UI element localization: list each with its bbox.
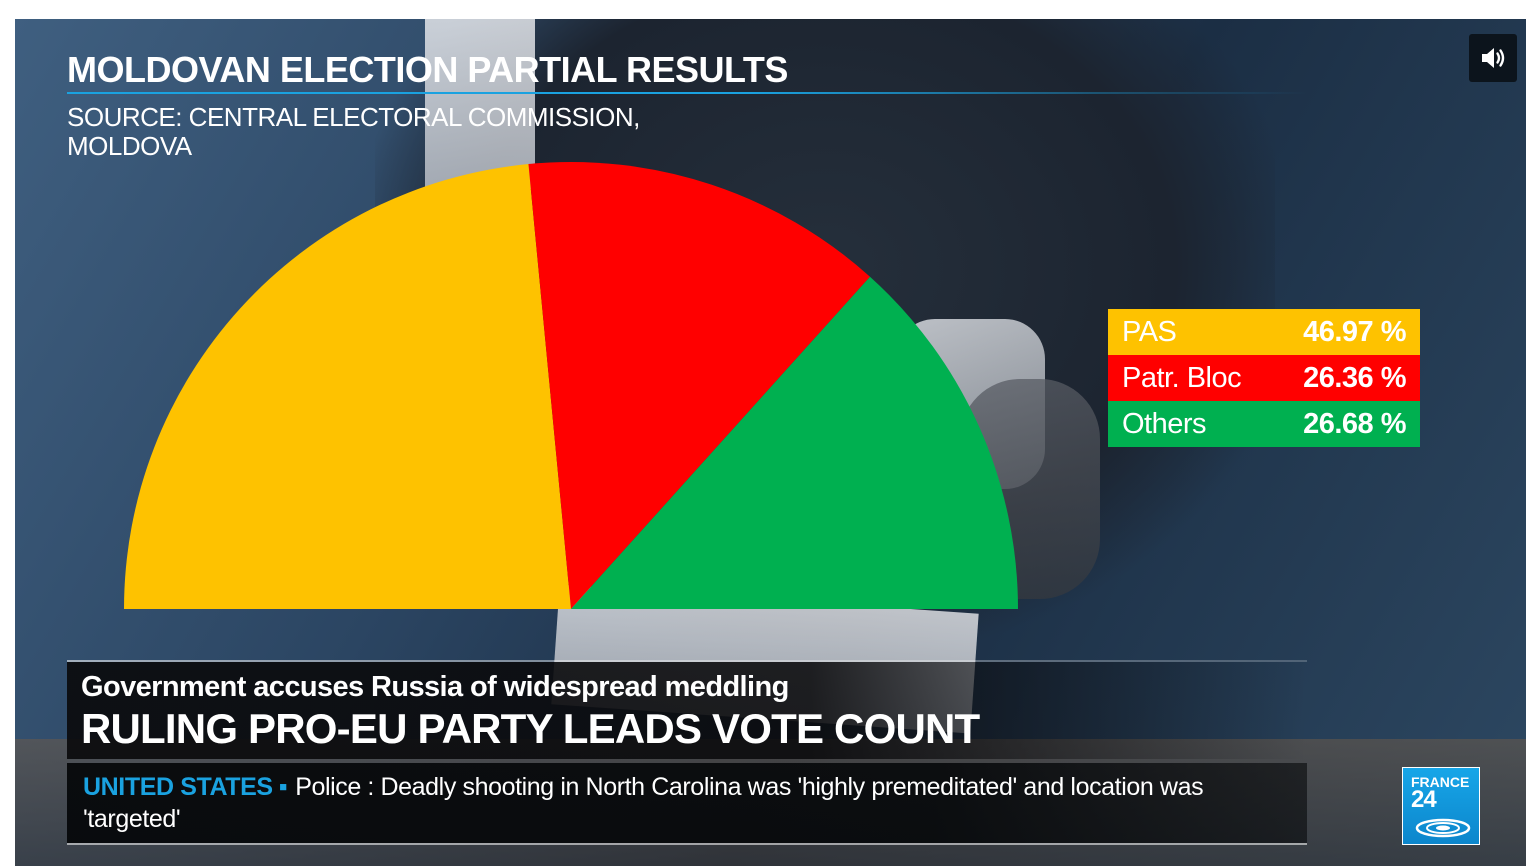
legend-value: 26.36 %: [1303, 361, 1406, 394]
ticker-divider: [67, 843, 1307, 845]
chart-source: SOURCE: CENTRAL ELECTORAL COMMISSION, MO…: [67, 102, 640, 161]
headline: RULING PRO-EU PARTY LEADS VOTE COUNT: [81, 705, 980, 752]
subheadline: Government accuses Russia of widespread …: [81, 671, 789, 703]
lower-third-divider: [67, 660, 1307, 662]
legend-label: Patr. Bloc: [1122, 361, 1242, 394]
speaker-volume-icon: [1482, 48, 1505, 68]
news-ticker: [67, 763, 1307, 843]
logo-swoosh-icon: [1415, 818, 1471, 838]
ticker-separator: ▪: [278, 773, 288, 801]
half-pie-chart: [124, 162, 1018, 610]
legend-row-pas: PAS 46.97 %: [1108, 309, 1420, 355]
legend-row-others: Others 26.68 %: [1108, 401, 1420, 447]
legend-value: 46.97 %: [1303, 315, 1406, 348]
video-frame: MOLDOVAN ELECTION PARTIAL RESULTS SOURCE…: [15, 19, 1526, 866]
chart-legend: PAS 46.97 % Patr. Bloc 26.36 % Others 26…: [1108, 309, 1420, 447]
slice-pas: [124, 164, 571, 610]
lower-third-banner: [67, 662, 1307, 759]
legend-value: 26.68 %: [1303, 407, 1406, 440]
slice-patr-bloc: [528, 162, 870, 609]
legend-label: Others: [1122, 407, 1207, 440]
volume-button[interactable]: [1469, 34, 1517, 82]
france24-logo: FRANCE 24: [1402, 767, 1480, 845]
slice-others: [571, 276, 1018, 609]
ticker-body: Police : Deadly shooting in North Caroli…: [83, 773, 1204, 833]
chart-title: MOLDOVAN ELECTION PARTIAL RESULTS: [67, 49, 788, 90]
chart-slices: [124, 162, 1018, 610]
ticker-region: UNITED STATES: [83, 773, 273, 801]
ticker-text: UNITED STATES ▪ Police : Deadly shooting i…: [83, 771, 1283, 835]
logo-text-24: 24: [1411, 786, 1437, 813]
title-divider: [67, 92, 1307, 94]
logo-text-france: FRANCE: [1411, 774, 1470, 790]
legend-row-patr-bloc: Patr. Bloc 26.36 %: [1108, 355, 1420, 401]
legend-label: PAS: [1122, 315, 1177, 348]
